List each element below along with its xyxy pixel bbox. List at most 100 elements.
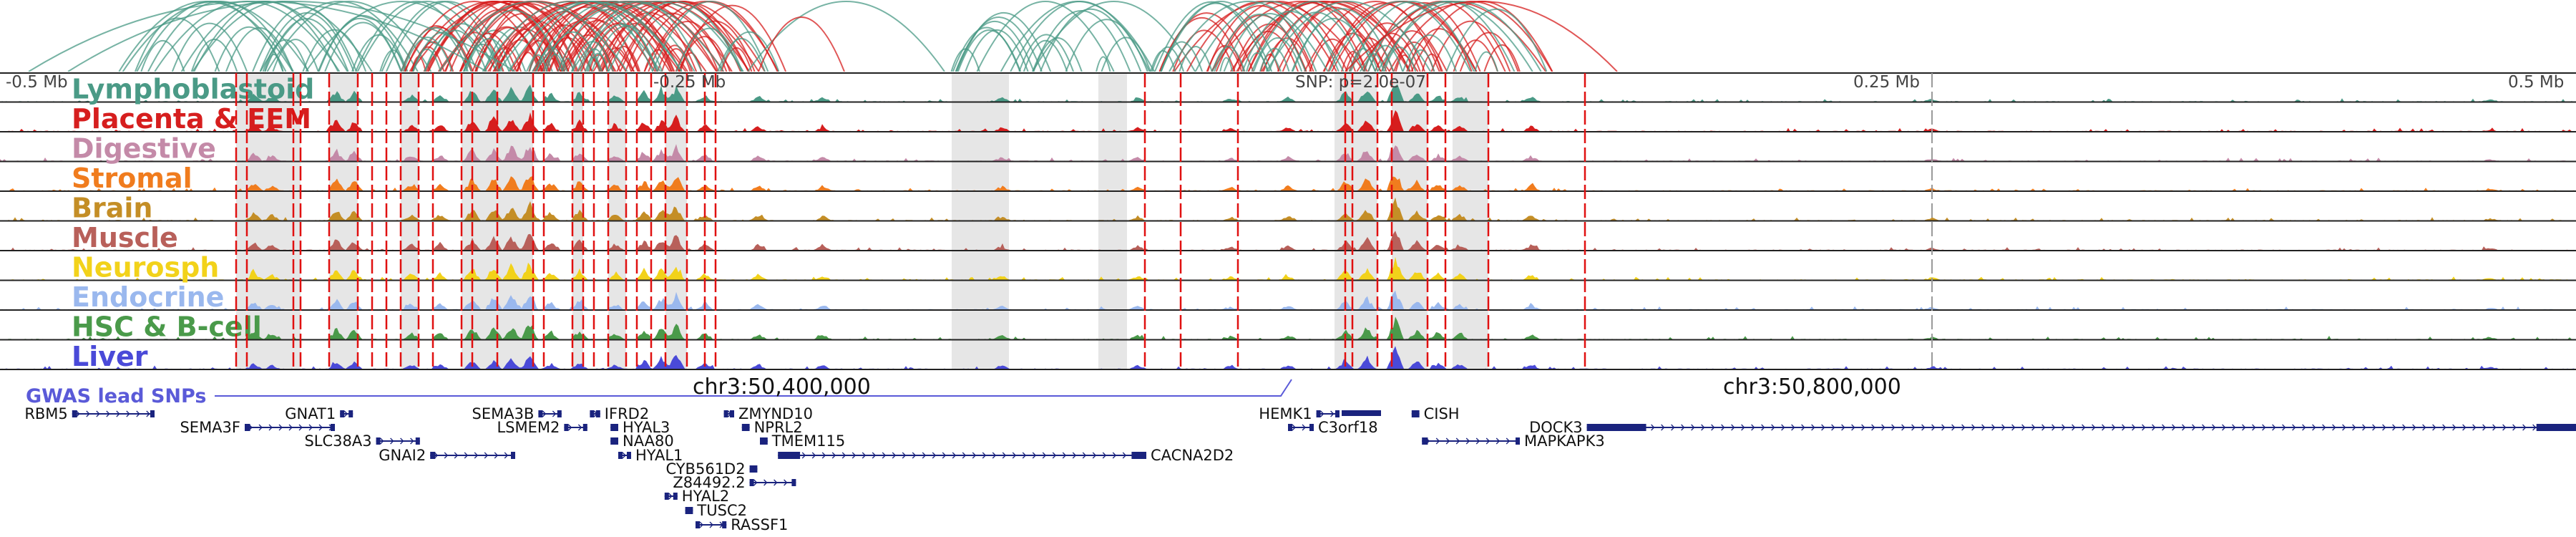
- loop-arc-170: [1395, 54, 1414, 72]
- loop-arc-148: [1040, 8, 1142, 72]
- loop-arc-163: [976, 1, 1115, 72]
- gene-label-16: MAPKAPK3: [1524, 432, 1605, 450]
- loop-arc-145: [717, 38, 766, 72]
- loop-arc-157: [1033, 37, 1083, 72]
- gene-exon-14: [610, 437, 615, 445]
- gene-label-2: SEMA3B: [472, 405, 535, 422]
- gene-exon-11: [1288, 424, 1292, 431]
- coordinate-label-0: chr3:50,400,000: [693, 374, 871, 400]
- gene-21[interactable]: Z84492.2: [673, 474, 796, 491]
- loop-arc-180: [1309, 39, 1357, 72]
- gene-19[interactable]: CACNA2D2: [778, 447, 1234, 464]
- axis-tick-4: 0.5 Mb: [2508, 73, 2564, 92]
- gene-exon-7: [245, 424, 250, 431]
- loop-arc-234: [1328, 1, 1471, 72]
- gwas-label: GWAS lead SNPs: [26, 385, 206, 407]
- loop-arc-142: [482, 1, 661, 72]
- gene-9[interactable]: HYAL3: [610, 419, 670, 436]
- gene-label-4: ZMYND10: [738, 405, 813, 422]
- gene-1[interactable]: GNAT1: [285, 405, 353, 422]
- signal-5: [0, 231, 2576, 251]
- gene-label-24: RASSF1: [731, 516, 788, 533]
- loop-arc-204: [1236, 1, 1410, 72]
- marker-lines: [235, 73, 1933, 370]
- loop-arc-192: [1340, 50, 1366, 72]
- loop-arc-143: [580, 48, 610, 72]
- loop-arc-233: [1251, 1, 1377, 72]
- loop-arc-212: [1474, 51, 1498, 72]
- loop-arc-123: [400, 26, 469, 72]
- track-4: Brain: [0, 193, 2576, 224]
- loop-arc-200: [1206, 45, 1243, 72]
- gene-8[interactable]: LSMEM2: [497, 419, 587, 436]
- gene-label-9: HYAL3: [623, 419, 670, 436]
- loop-arc-243: [1169, 1, 1329, 72]
- loop-arc-27: [171, 22, 248, 72]
- gene-11[interactable]: C3orf18: [1288, 410, 1381, 436]
- gene-exon-23: [685, 507, 690, 514]
- gene-5[interactable]: HEMK1: [1259, 405, 1340, 422]
- gene-label-14: NAA80: [623, 432, 674, 450]
- loop-arc-137: [439, 1, 628, 72]
- gene-7[interactable]: SEMA3F: [180, 419, 335, 436]
- loop-arc-162: [1023, 39, 1068, 72]
- gene-24[interactable]: RASSF1: [696, 516, 788, 533]
- gene-exon-13: [376, 437, 381, 445]
- gene-exon-21: [749, 479, 754, 486]
- gene-20[interactable]: CYB561D2: [665, 460, 758, 478]
- loop-arc-140: [586, 56, 601, 72]
- gene-exon-20: [749, 465, 754, 473]
- gene-14[interactable]: NAA80: [610, 432, 674, 450]
- signal-8: [0, 316, 2576, 340]
- gene-label-21: Z84492.2: [673, 474, 745, 491]
- gene-10[interactable]: NPRL2: [741, 419, 803, 436]
- loop-arc-92: [403, 1, 545, 72]
- gene-exon-3: [590, 410, 595, 417]
- gene-exon-17: [430, 452, 436, 459]
- gene-label-13: SLC38A3: [304, 432, 371, 450]
- track-5: Muscle: [0, 222, 2576, 253]
- signal-4: [0, 197, 2576, 221]
- loop-arc-247: [67, 1, 516, 72]
- loop-arc-251: [1345, 1, 1618, 72]
- gene-13[interactable]: SLC38A3: [304, 432, 420, 450]
- gene-label-1: GNAT1: [285, 405, 336, 422]
- gene-16[interactable]: MAPKAPK3: [1422, 432, 1605, 450]
- gene-4[interactable]: ZMYND10: [723, 405, 813, 422]
- gene-18[interactable]: HYAL1: [618, 447, 683, 464]
- axis-tick-0: -0.5 Mb: [6, 73, 68, 92]
- gene-23[interactable]: TUSC2: [685, 502, 747, 519]
- gene-12[interactable]: DOCK3: [1529, 419, 2576, 436]
- signal-3: [0, 176, 2576, 191]
- gene-label-11: C3orf18: [1318, 419, 1378, 436]
- gene-label-19: CACNA2D2: [1151, 447, 1234, 464]
- gene-6[interactable]: CISH: [1411, 405, 1460, 422]
- loop-arc-25: [305, 1, 499, 72]
- gene-label-6: CISH: [1424, 405, 1460, 422]
- track-2: Digestive: [0, 133, 2576, 165]
- loop-arc-101: [459, 1, 579, 72]
- loop-arc-119: [532, 1, 696, 72]
- gene-0[interactable]: RBM5: [24, 405, 155, 422]
- gene-label-18: HYAL1: [635, 447, 683, 464]
- signal-2: [0, 144, 2576, 162]
- loop-arc-189: [1483, 44, 1521, 72]
- chromatin-loop-arcs: [28, 1, 1618, 72]
- axis-tick-1: -0.25 Mb: [653, 73, 726, 92]
- gene-17[interactable]: GNAI2: [379, 447, 515, 464]
- gene-exon-22: [664, 493, 669, 500]
- loop-arc-125: [651, 1, 769, 72]
- gene-3[interactable]: IFRD2: [590, 405, 649, 422]
- track-label-9: Liver: [72, 341, 148, 372]
- gene-15[interactable]: TMEM115: [760, 432, 845, 450]
- gene-label-20: CYB561D2: [665, 460, 745, 478]
- track-label-1: Placenta & EEM: [72, 103, 311, 135]
- loop-arc-246: [1383, 47, 1417, 72]
- gene-2[interactable]: SEMA3B: [472, 405, 562, 422]
- loop-arc-235: [1265, 1, 1432, 72]
- gene-exon-19: [778, 452, 801, 459]
- loop-arc-214: [1259, 47, 1290, 72]
- gene-22[interactable]: HYAL2: [664, 488, 729, 505]
- loop-arc-28: [356, 1, 497, 72]
- loop-arc-21: [190, 39, 238, 72]
